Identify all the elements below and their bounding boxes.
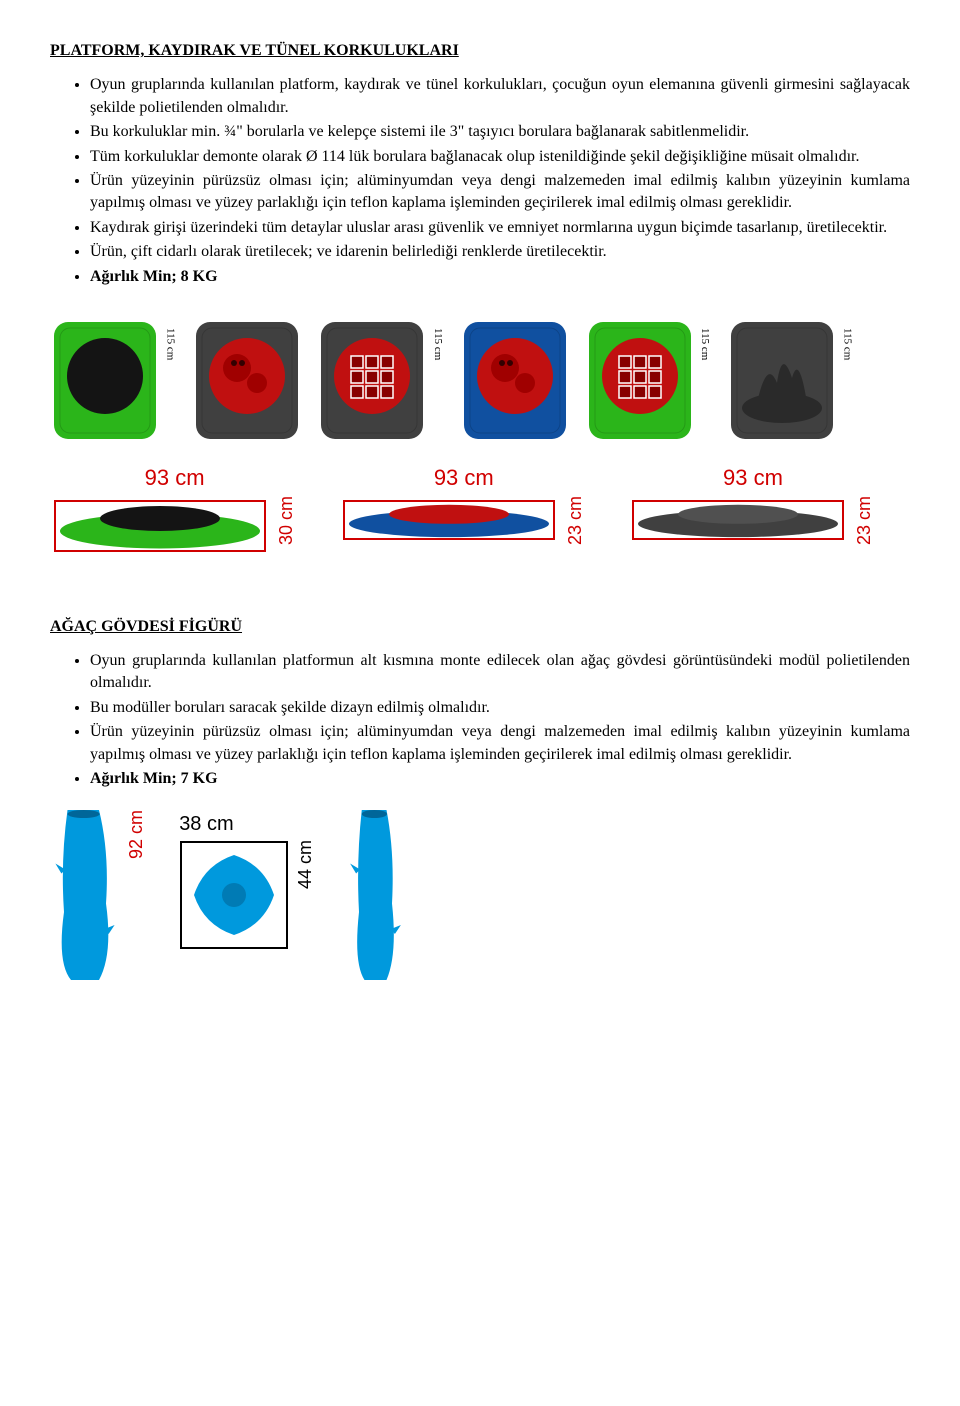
- profile-height-label: 23 cm: [852, 496, 877, 545]
- panel-item: [192, 318, 302, 443]
- panels-row: 115 cm 115 cm 115: [50, 318, 910, 443]
- section2-bullets: Oyun gruplarında kullanılan platformun a…: [50, 650, 910, 790]
- bullet: Ürün, çift cidarlı olarak üretilecek; ve…: [90, 241, 910, 263]
- tree-top: [179, 840, 289, 950]
- weight-label: Ağırlık Min; 8 KG: [90, 266, 910, 288]
- panel-figure: [50, 318, 160, 443]
- section2-title: AĞAÇ GÖVDESİ FİGÜRÜ: [50, 616, 910, 638]
- profile-item: 93 cm 30 cm: [50, 463, 299, 556]
- bullet: Oyun gruplarında kullanılan platformun a…: [90, 650, 910, 695]
- panel-dim: 115 cm: [162, 328, 177, 360]
- profile-width-label: 93 cm: [434, 463, 494, 494]
- panel-item: 115 cm: [585, 318, 712, 443]
- profile-height-label: 23 cm: [563, 496, 588, 545]
- bullet: Ürün yüzeyinin pürüzsüz olması için; alü…: [90, 721, 910, 766]
- panel-figure: [192, 318, 302, 443]
- profile-width-label: 93 cm: [145, 463, 205, 494]
- weight-label: Ağırlık Min; 7 KG: [90, 768, 910, 790]
- bullet: Tüm korkuluklar demonte olarak Ø 114 lük…: [90, 146, 910, 168]
- bullet: Bu modüller boruları saracak şekilde diz…: [90, 697, 910, 719]
- tree-trunk-item: 92 cm: [50, 810, 149, 980]
- tree-row: 92 cm 38 cm 44 cm: [50, 810, 910, 980]
- panel-dim: 115 cm: [697, 328, 712, 360]
- profile-height-label: 30 cm: [274, 496, 299, 545]
- tree-trunk: [50, 810, 120, 980]
- profile-figure: [339, 496, 559, 544]
- panel-item: 115 cm: [727, 318, 854, 443]
- bullet: Ürün yüzeyinin pürüzsüz olması için; alü…: [90, 170, 910, 215]
- panel-item: [460, 318, 570, 443]
- tree-top-height-label: 44 cm: [293, 840, 318, 889]
- panel-dim: 115 cm: [429, 328, 444, 360]
- panel-figure: [317, 318, 427, 443]
- bullet: Bu korkuluklar min. ¾" borularla ve kele…: [90, 121, 910, 143]
- profile-figure: [628, 496, 848, 544]
- profile-figure: [50, 496, 270, 556]
- bullet: Oyun gruplarında kullanılan platform, ka…: [90, 74, 910, 119]
- panel-figure: [727, 318, 837, 443]
- profile-item: 93 cm 23 cm: [339, 463, 588, 556]
- tree-height-label: 92 cm: [124, 810, 149, 859]
- profile-item: 93 cm 23 cm: [628, 463, 877, 556]
- profile-width-label: 93 cm: [723, 463, 783, 494]
- panel-item: 115 cm: [50, 318, 177, 443]
- tree-trunk: [348, 810, 403, 980]
- section1-bullets: Oyun gruplarında kullanılan platform, ka…: [50, 74, 910, 288]
- bullet: Kaydırak girişi üzerindeki tüm detaylar …: [90, 217, 910, 239]
- profiles-row: 93 cm 30 cm 93 cm 23 cm 93 cm 23 cm: [50, 463, 910, 556]
- panel-figure: [460, 318, 570, 443]
- section1-title: PLATFORM, KAYDIRAK VE TÜNEL KORKULUKLARI: [50, 40, 910, 62]
- panel-dim: 115 cm: [839, 328, 854, 360]
- tree-trunk-item: [348, 810, 403, 980]
- panel-figure: [585, 318, 695, 443]
- tree-top-item: 38 cm 44 cm: [179, 810, 318, 950]
- tree-top-width-label: 38 cm: [179, 810, 318, 838]
- panel-item: 115 cm: [317, 318, 444, 443]
